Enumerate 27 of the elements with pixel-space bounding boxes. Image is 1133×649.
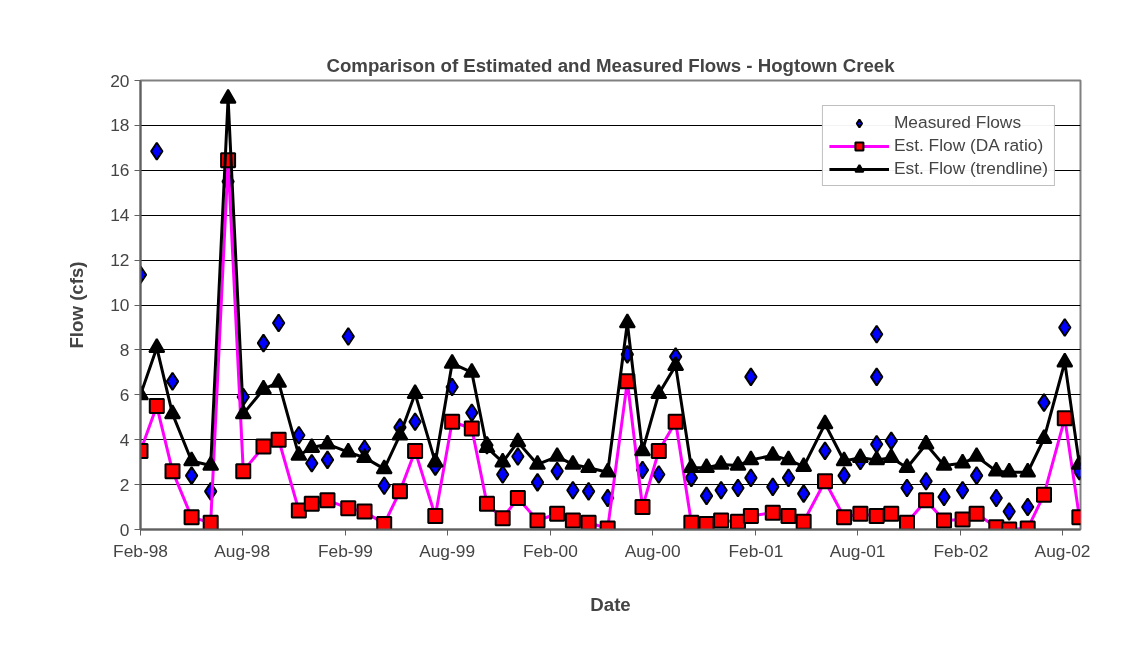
y-tick-label: 10	[110, 295, 130, 315]
x-tick-label: Aug-99	[419, 540, 476, 561]
x-tick-label: Feb-98	[113, 540, 168, 561]
x-tick-label: Feb-02	[933, 540, 989, 561]
x-tick-label: Feb-01	[728, 540, 784, 561]
chart-title: Comparison of Estimated and Measured Flows - Hogtown Creek	[326, 54, 896, 76]
y-tick-label: 6	[119, 384, 130, 405]
x-tick-label: Aug-98	[214, 540, 271, 561]
legend-label: Est. Flow (trendline)	[893, 158, 1048, 179]
y-tick-label: 12	[110, 250, 130, 271]
y-tick-label: 14	[110, 205, 130, 226]
x-tick-label: Aug-02	[1034, 540, 1091, 561]
y-tick-label: 4	[119, 429, 130, 450]
x-tick-label: Feb-99	[318, 540, 373, 561]
y-tick-label: 16	[110, 160, 130, 181]
x-tick-label: Feb-00	[522, 540, 578, 561]
y-tick-label: 20	[110, 70, 130, 91]
x-tick-label: Aug-00	[624, 540, 681, 561]
legend-label: Est. Flow (DA ratio)	[893, 135, 1044, 156]
y-axis-title: Flow (cfs)	[66, 261, 88, 349]
y-tick-label: 8	[119, 339, 130, 360]
legend-label: Measured Flows	[893, 112, 1022, 133]
y-tick-label: 2	[119, 474, 130, 495]
x-tick-label: Aug-01	[829, 540, 886, 561]
x-axis-title: Date	[590, 593, 631, 615]
y-tick-label: 0	[119, 519, 130, 540]
y-tick-label: 18	[110, 115, 130, 136]
